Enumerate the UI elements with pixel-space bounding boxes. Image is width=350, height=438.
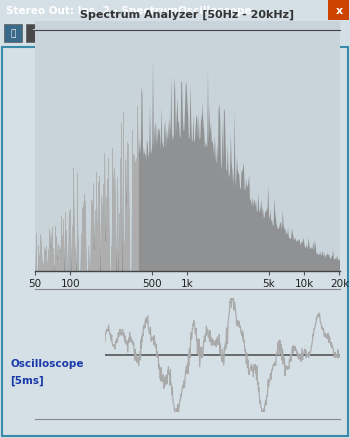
- Text: Oscilloscope: Oscilloscope: [10, 359, 84, 368]
- Text: ⏻: ⏻: [10, 29, 16, 39]
- Title: Spectrum Analyzer [50Hz - 20kHz]: Spectrum Analyzer [50Hz - 20kHz]: [80, 10, 294, 21]
- Bar: [44, 25, 62, 43]
- Text: R: R: [50, 29, 56, 39]
- Text: Stereo Out: Ins. 2 - SpectrumOscilloscope: Stereo Out: Ins. 2 - SpectrumOscilloscop…: [6, 6, 252, 16]
- Text: [5ms]: [5ms]: [10, 375, 44, 385]
- Bar: [4, 25, 22, 43]
- Text: x: x: [335, 6, 343, 16]
- Bar: [62, 25, 80, 43]
- Bar: [26, 25, 44, 43]
- Bar: [84, 25, 244, 43]
- Text: T: T: [32, 29, 38, 39]
- Text: W: W: [66, 29, 76, 39]
- Bar: [328, 1, 349, 21]
